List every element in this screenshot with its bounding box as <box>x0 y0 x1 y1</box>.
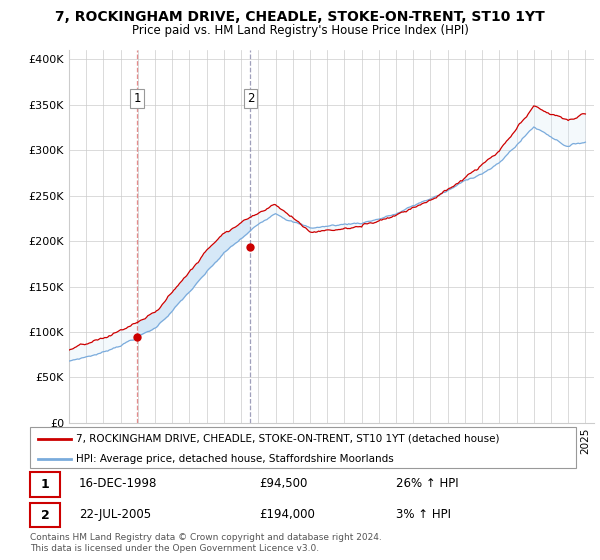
Text: 3% ↑ HPI: 3% ↑ HPI <box>396 508 451 521</box>
Text: 1: 1 <box>41 478 49 491</box>
Text: 7, ROCKINGHAM DRIVE, CHEADLE, STOKE-ON-TRENT, ST10 1YT (detached house): 7, ROCKINGHAM DRIVE, CHEADLE, STOKE-ON-T… <box>76 433 500 444</box>
Text: Price paid vs. HM Land Registry's House Price Index (HPI): Price paid vs. HM Land Registry's House … <box>131 24 469 37</box>
Text: HPI: Average price, detached house, Staffordshire Moorlands: HPI: Average price, detached house, Staf… <box>76 454 394 464</box>
Text: £94,500: £94,500 <box>259 478 308 491</box>
Text: 2: 2 <box>41 508 49 521</box>
Text: 16-DEC-1998: 16-DEC-1998 <box>79 478 158 491</box>
Text: £194,000: £194,000 <box>259 508 315 521</box>
Text: 22-JUL-2005: 22-JUL-2005 <box>79 508 151 521</box>
Text: 2: 2 <box>247 92 254 105</box>
Text: Contains HM Land Registry data © Crown copyright and database right 2024.
This d: Contains HM Land Registry data © Crown c… <box>30 533 382 553</box>
Text: 26% ↑ HPI: 26% ↑ HPI <box>396 478 458 491</box>
Bar <box>30 503 60 528</box>
Text: 7, ROCKINGHAM DRIVE, CHEADLE, STOKE-ON-TRENT, ST10 1YT: 7, ROCKINGHAM DRIVE, CHEADLE, STOKE-ON-T… <box>55 10 545 24</box>
Text: 1: 1 <box>133 92 141 105</box>
Bar <box>30 472 60 497</box>
